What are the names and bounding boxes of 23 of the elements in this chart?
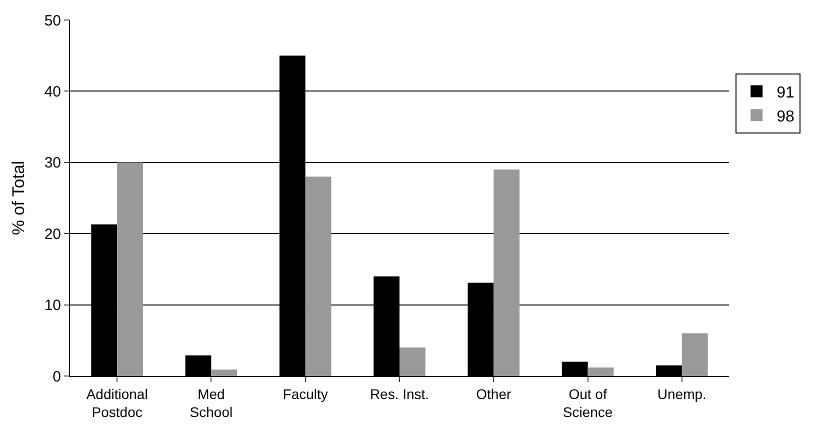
bar (494, 170, 520, 376)
y-tick-label: 50 (44, 12, 61, 30)
x-tick-label: Unemp. (657, 386, 706, 402)
bar (211, 370, 238, 376)
y-tick-label: 30 (44, 154, 61, 172)
bar (682, 333, 708, 376)
legend-label: 91 (776, 84, 794, 102)
x-tick-label: Out of Science (562, 386, 613, 420)
bar (400, 348, 426, 376)
bar (588, 367, 614, 376)
y-tick-label: 20 (44, 226, 61, 243)
bar (305, 176, 332, 376)
x-tick-label: Faculty (282, 386, 328, 402)
y-tick-label: 40 (44, 83, 61, 100)
y-tick-label: 10 (44, 297, 61, 314)
x-tick-label: Med School (190, 386, 233, 420)
legend-label: 98 (776, 108, 794, 126)
bar (117, 162, 143, 376)
x-tick-label: Res. Inst. (370, 386, 430, 402)
y-axis-title: % of Total (8, 160, 28, 236)
x-tick-label: Additional Postdoc (86, 386, 148, 420)
x-tick-label: Other (476, 386, 512, 402)
y-tick-label: 0 (52, 368, 61, 386)
